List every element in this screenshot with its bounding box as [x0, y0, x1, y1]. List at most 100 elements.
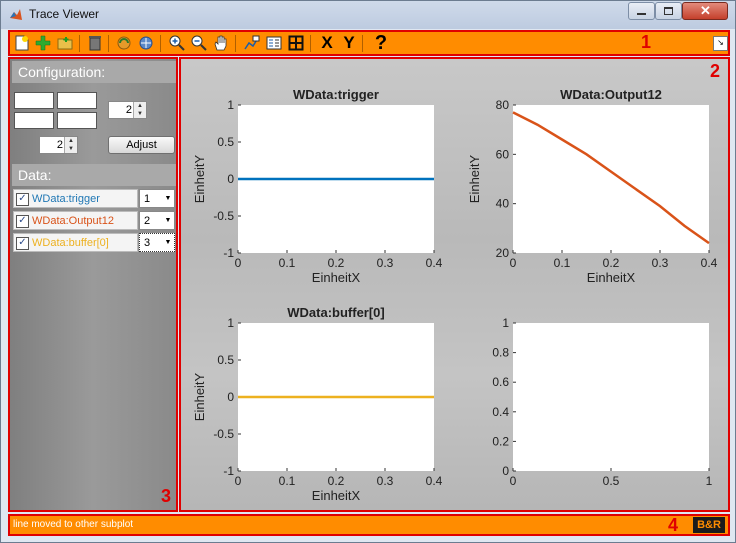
x-axis-label: EinheitX [312, 270, 361, 285]
signal-row-buffer0[interactable]: ✓ WData:buffer[0] [13, 233, 138, 252]
window-title: Trace Viewer [29, 7, 100, 21]
x-tick-label: 0.5 [603, 474, 620, 488]
grid-icon[interactable] [287, 34, 305, 52]
y-tick-label: 1 [502, 316, 509, 330]
signal-row-output12[interactable]: ✓ WData:Output12 [13, 211, 138, 230]
new-icon[interactable] [13, 34, 31, 52]
x-tick-label: 0 [235, 256, 242, 270]
x-tick-label: 0 [235, 474, 242, 488]
layout-grid-cell[interactable] [14, 112, 54, 129]
data-cursor-icon[interactable] [243, 34, 261, 52]
dropdown-arrow-icon[interactable]: ▼ [164, 239, 172, 246]
layout-grid-cell[interactable] [14, 92, 54, 109]
columns-spinner[interactable]: 2 ▲ ▼ [108, 101, 147, 119]
x-tick-label: 0 [510, 474, 517, 488]
signal-row-trigger[interactable]: ✓ WData:trigger [13, 189, 138, 208]
x-tick-label: 0.3 [377, 256, 394, 270]
spinner-arrows-icon[interactable]: ▲ ▼ [64, 137, 77, 153]
signal-label: WData:Output12 [32, 215, 114, 227]
signal-subplot-select[interactable]: 2 ▼ [139, 211, 175, 230]
y-tick-label: -1 [223, 464, 234, 478]
status-message: line moved to other subplot [13, 519, 134, 530]
y-label-icon[interactable]: Y [343, 33, 355, 52]
adjust-button[interactable]: Adjust [108, 136, 175, 154]
title-bar: Trace Viewer ✕ [1, 1, 735, 29]
spinner-arrows-icon[interactable]: ▲ ▼ [133, 102, 146, 118]
close-button[interactable]: ✕ [682, 2, 728, 20]
maximize-button[interactable] [655, 2, 682, 20]
rows-spinner[interactable]: 2 ▲ ▼ [39, 136, 78, 154]
y-tick-label: 0.5 [217, 353, 234, 367]
zoom-out-icon[interactable] [190, 34, 208, 52]
panel-number: 3 [161, 486, 172, 506]
status-bar: line moved to other subplot 4 B&R [8, 514, 730, 536]
signal-checkbox[interactable]: ✓ [16, 193, 29, 206]
pan-hand-icon[interactable] [212, 34, 230, 52]
help-icon[interactable]: ? [374, 31, 388, 54]
x-tick-label: 0.1 [279, 474, 296, 488]
dropdown-arrow-icon[interactable]: ▼ [164, 195, 172, 202]
chart-title: WData:Output12 [560, 87, 662, 102]
signal-checkbox[interactable]: ✓ [16, 237, 29, 250]
y-tick-label: 0 [227, 390, 234, 404]
y-tick-label: 0.6 [492, 375, 509, 389]
x-tick-label: 0.1 [554, 256, 571, 270]
y-axis-label: EinheitY [192, 372, 207, 421]
x-tick-label: 0 [510, 256, 517, 270]
signal-label: WData:buffer[0] [32, 237, 109, 249]
y-tick-label: 0.2 [492, 434, 509, 448]
configuration-title: Configuration: [12, 61, 176, 83]
plots-canvas: WData:trigger 0 0.1 0.2 0.3 0.4 -1 -0.5 0 0.5 1 Ein… [192, 87, 718, 503]
x-tick-label: 1 [706, 474, 713, 488]
chart-title: WData:trigger [293, 87, 379, 102]
toolbar-overflow-button[interactable]: ↘ [713, 36, 728, 51]
x-tick-label: 0.4 [701, 256, 718, 270]
zoom-in-icon[interactable] [168, 34, 186, 52]
y-tick-label: 40 [496, 197, 510, 211]
x-tick-label: 0.3 [652, 256, 669, 270]
plot-area [513, 323, 709, 471]
layout-grid-cell[interactable] [57, 112, 97, 129]
matlab-icon [10, 9, 22, 20]
panel-number: 2 [710, 61, 721, 81]
y-tick-label: 0.8 [492, 346, 509, 360]
x-axis-label: EinheitX [312, 488, 361, 503]
y-axis-label: EinheitY [192, 154, 207, 203]
x-tick-label: 0.3 [377, 474, 394, 488]
y-tick-label: 0.5 [217, 135, 234, 149]
close-icon: ✕ [700, 3, 711, 18]
x-tick-label: 0.2 [328, 256, 345, 270]
y-tick-label: 1 [227, 98, 234, 112]
y-tick-label: 60 [496, 147, 510, 161]
delete-icon[interactable] [86, 34, 104, 52]
signal-subplot-select[interactable]: 1 ▼ [139, 189, 175, 208]
y-tick-label: 80 [496, 98, 510, 112]
series-line [512, 111, 710, 245]
minimize-button[interactable] [628, 2, 655, 20]
y-tick-label: 1 [227, 316, 234, 330]
signal-label: WData:trigger [32, 193, 100, 205]
x-tick-label: 0.4 [426, 474, 443, 488]
y-tick-label: 0 [502, 464, 509, 478]
signal-checkbox[interactable]: ✓ [16, 215, 29, 228]
refresh-icon[interactable] [115, 34, 133, 52]
add-icon[interactable] [34, 34, 52, 52]
x-tick-label: 0.2 [603, 256, 620, 270]
y-tick-label: -0.5 [213, 209, 234, 223]
legend-icon[interactable] [265, 34, 283, 52]
y-tick-label: -1 [223, 246, 234, 260]
x-tick-label: 0.1 [279, 256, 296, 270]
x-tick-label: 0.2 [328, 474, 345, 488]
y-axis-label: EinheitY [467, 154, 482, 203]
layout-grid-cell[interactable] [57, 92, 97, 109]
plot-panel: WData:trigger 0 0.1 0.2 0.3 0.4 -1 -0.5 0 0.5 1 Ein… [179, 57, 730, 512]
dropdown-arrow-icon[interactable]: ▼ [164, 217, 172, 224]
open-folder-icon[interactable] [56, 34, 74, 52]
toolbar: X Y ? 1 ↘ [8, 30, 730, 56]
x-label-icon[interactable]: X [321, 33, 333, 52]
signal-subplot-select[interactable]: 3 ▼ [139, 233, 175, 252]
export-icon[interactable] [137, 34, 155, 52]
configuration-panel: Configuration: 2 ▲ ▼ 2 ▲ ▼ Adjust Data: ✓ … [8, 57, 178, 512]
x-axis-label: EinheitX [587, 270, 636, 285]
